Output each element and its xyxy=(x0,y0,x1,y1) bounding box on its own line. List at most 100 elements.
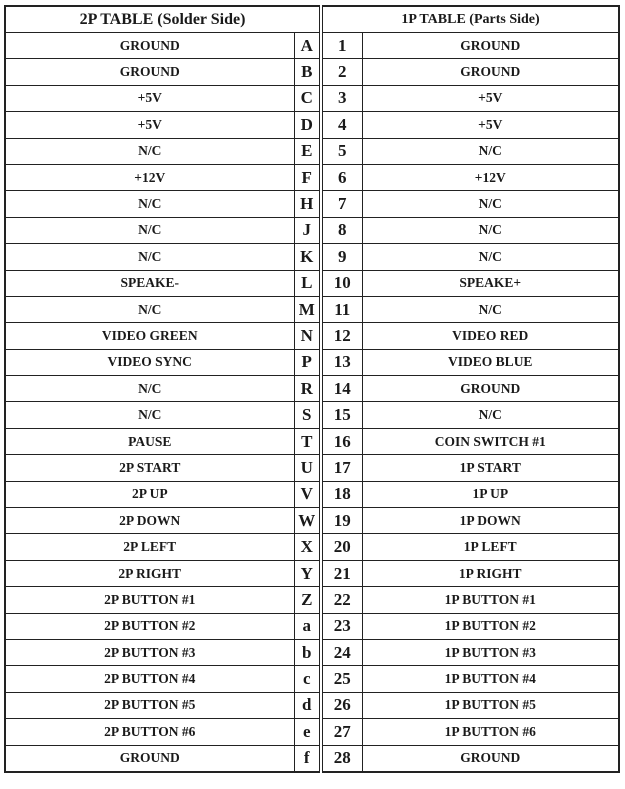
pin-number: 5 xyxy=(319,137,363,165)
solder-signal: 2P BUTTON #1 xyxy=(4,586,295,614)
solder-signal: 2P BUTTON #6 xyxy=(4,718,295,746)
pin-letter: T xyxy=(293,427,322,456)
pin-number: 8 xyxy=(319,216,363,245)
pin-letter: L xyxy=(293,269,322,297)
solder-signal: 2P LEFT xyxy=(4,533,295,561)
pin-number: 25 xyxy=(319,665,363,693)
solder-signal: GROUND xyxy=(4,744,295,773)
table-row: +12V F 6 +12V xyxy=(4,163,620,192)
table-row: +5V C 3 +5V xyxy=(4,84,620,113)
table-row: GROUND A 1 GROUND xyxy=(4,31,620,60)
table-row: VIDEO GREEN N 12 VIDEO RED xyxy=(4,322,620,350)
table-row: N/C E 5 N/C xyxy=(4,137,620,165)
parts-signal: 1P LEFT xyxy=(361,533,620,561)
pin-number: 2 xyxy=(319,58,363,86)
solder-signal: GROUND xyxy=(4,58,295,86)
table-row: 2P LEFT X 20 1P LEFT xyxy=(4,533,620,561)
parts-signal: 1P BUTTON #3 xyxy=(361,638,620,667)
pin-letter: N xyxy=(293,322,322,350)
pin-number: 14 xyxy=(319,375,363,403)
pin-letter: P xyxy=(293,348,322,377)
pin-letter: Z xyxy=(293,586,322,614)
parts-signal: COIN SWITCH #1 xyxy=(361,427,620,456)
table-row: N/C M 11 N/C xyxy=(4,295,620,324)
table-row: 2P BUTTON #2 a 23 1P BUTTON #2 xyxy=(4,612,620,640)
pin-letter: U xyxy=(293,454,322,482)
table-row: N/C S 15 N/C xyxy=(4,401,620,429)
parts-signal: 1P RIGHT xyxy=(361,559,620,588)
pin-letter: B xyxy=(293,58,322,86)
table-row: N/C H 7 N/C xyxy=(4,190,620,218)
pin-number: 26 xyxy=(319,691,363,720)
parts-signal: N/C xyxy=(361,401,620,429)
pin-number: 27 xyxy=(319,718,363,746)
parts-signal: 1P BUTTON #2 xyxy=(361,612,620,640)
parts-signal: 1P UP xyxy=(361,480,620,509)
parts-signal: N/C xyxy=(361,216,620,245)
solder-signal: GROUND xyxy=(4,31,295,60)
table-row: 2P RIGHT Y 21 1P RIGHT xyxy=(4,559,620,588)
table-row: N/C J 8 N/C xyxy=(4,216,620,245)
pin-number: 20 xyxy=(319,533,363,561)
pin-number: 12 xyxy=(319,322,363,350)
solder-signal: SPEAKE- xyxy=(4,269,295,297)
solder-signal: 2P RIGHT xyxy=(4,559,295,588)
parts-signal: N/C xyxy=(361,137,620,165)
solder-signal: 2P BUTTON #2 xyxy=(4,612,295,640)
table-row: 2P BUTTON #1 Z 22 1P BUTTON #1 xyxy=(4,586,620,614)
pin-letter: M xyxy=(293,295,322,324)
solder-signal: 2P BUTTON #3 xyxy=(4,638,295,667)
table-row: 2P BUTTON #5 d 26 1P BUTTON #5 xyxy=(4,691,620,720)
pin-number: 15 xyxy=(319,401,363,429)
parts-signal: 1P START xyxy=(361,454,620,482)
parts-signal: N/C xyxy=(361,243,620,271)
pin-letter: J xyxy=(293,216,322,245)
pin-number: 24 xyxy=(319,638,363,667)
solder-signal: PAUSE xyxy=(4,427,295,456)
pin-letter: V xyxy=(293,480,322,509)
table-row: 2P BUTTON #6 e 27 1P BUTTON #6 xyxy=(4,718,620,746)
pin-letter: f xyxy=(293,744,322,773)
parts-signal: 1P BUTTON #5 xyxy=(361,691,620,720)
table-row: GROUND B 2 GROUND xyxy=(4,58,620,86)
parts-signal: GROUND xyxy=(361,375,620,403)
parts-signal: 1P BUTTON #4 xyxy=(361,665,620,693)
solder-signal: +5V xyxy=(4,84,295,113)
parts-signal: N/C xyxy=(361,295,620,324)
parts-signal: 1P BUTTON #1 xyxy=(361,586,620,614)
pin-letter: e xyxy=(293,718,322,746)
pin-number: 21 xyxy=(319,559,363,588)
parts-signal: SPEAKE+ xyxy=(361,269,620,297)
pin-number: 11 xyxy=(319,295,363,324)
pin-letter: a xyxy=(293,612,322,640)
table-row: 2P BUTTON #4 c 25 1P BUTTON #4 xyxy=(4,665,620,693)
pin-number: 7 xyxy=(319,190,363,218)
pin-letter: Y xyxy=(293,559,322,588)
solder-signal: 2P BUTTON #4 xyxy=(4,665,295,693)
pin-number: 1 xyxy=(319,31,363,60)
solder-side-header: 2P TABLE (Solder Side) xyxy=(4,5,322,33)
parts-signal: GROUND xyxy=(361,58,620,86)
parts-signal: +12V xyxy=(361,163,620,192)
pin-letter: K xyxy=(293,243,322,271)
pin-number: 22 xyxy=(319,586,363,614)
solder-signal: N/C xyxy=(4,243,295,271)
pin-letter: c xyxy=(293,665,322,693)
solder-signal: N/C xyxy=(4,401,295,429)
pin-number: 3 xyxy=(319,84,363,113)
parts-signal: +5V xyxy=(361,84,620,113)
table-row: GROUND f 28 GROUND xyxy=(4,744,620,773)
table-row: 2P START U 17 1P START xyxy=(4,454,620,482)
pin-letter: D xyxy=(293,111,322,139)
pin-number: 6 xyxy=(319,163,363,192)
header-row: 2P TABLE (Solder Side) 1P TABLE (Parts S… xyxy=(4,5,620,33)
pin-letter: S xyxy=(293,401,322,429)
parts-signal: VIDEO BLUE xyxy=(361,348,620,377)
pin-number: 16 xyxy=(319,427,363,456)
pin-number: 10 xyxy=(319,269,363,297)
pin-letter: b xyxy=(293,638,322,667)
solder-signal: N/C xyxy=(4,375,295,403)
pinout-table: 2P TABLE (Solder Side) 1P TABLE (Parts S… xyxy=(4,5,620,773)
table-row: 2P UP V 18 1P UP xyxy=(4,480,620,509)
table-row: 2P DOWN W 19 1P DOWN xyxy=(4,507,620,535)
